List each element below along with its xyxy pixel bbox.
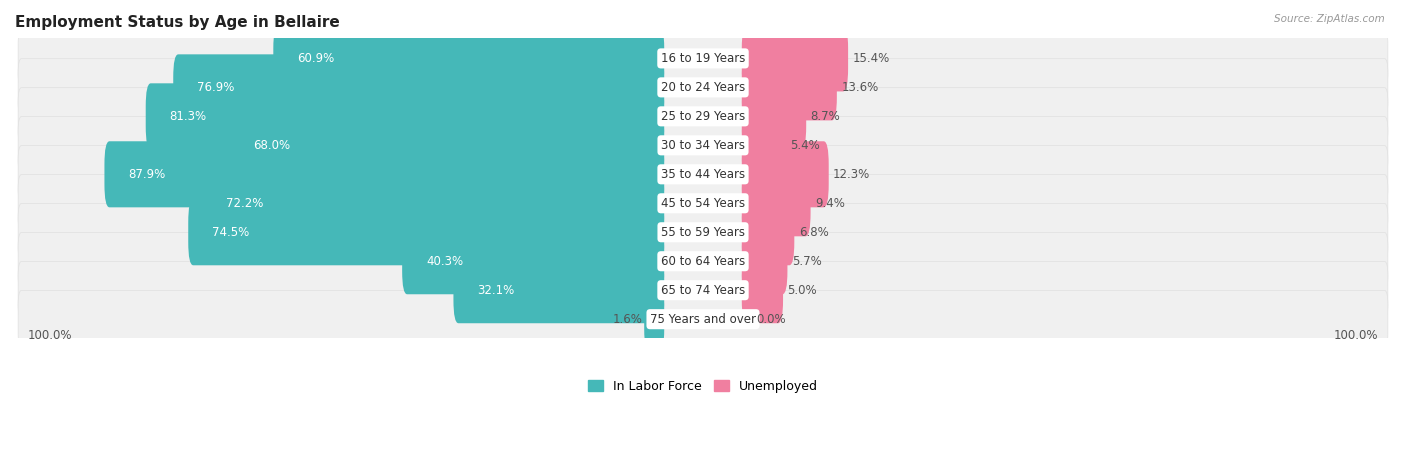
Text: 16 to 19 Years: 16 to 19 Years: [661, 52, 745, 65]
Text: 12.3%: 12.3%: [834, 168, 870, 181]
Text: 6.8%: 6.8%: [799, 226, 828, 239]
Text: 32.1%: 32.1%: [477, 284, 515, 297]
FancyBboxPatch shape: [202, 170, 664, 236]
Text: 81.3%: 81.3%: [170, 110, 207, 123]
FancyBboxPatch shape: [18, 175, 1388, 232]
Text: 8.7%: 8.7%: [811, 110, 841, 123]
Legend: In Labor Force, Unemployed: In Labor Force, Unemployed: [583, 375, 823, 398]
Text: 5.4%: 5.4%: [790, 139, 820, 152]
FancyBboxPatch shape: [742, 83, 806, 149]
Text: 55 to 59 Years: 55 to 59 Years: [661, 226, 745, 239]
Text: 5.0%: 5.0%: [787, 284, 817, 297]
FancyBboxPatch shape: [742, 257, 783, 323]
Text: Source: ZipAtlas.com: Source: ZipAtlas.com: [1274, 14, 1385, 23]
FancyBboxPatch shape: [454, 257, 664, 323]
FancyBboxPatch shape: [104, 141, 664, 207]
FancyBboxPatch shape: [742, 54, 837, 121]
FancyBboxPatch shape: [402, 228, 664, 294]
Text: 72.2%: 72.2%: [226, 197, 264, 210]
FancyBboxPatch shape: [188, 199, 664, 266]
Text: 60.9%: 60.9%: [297, 52, 335, 65]
Text: 74.5%: 74.5%: [212, 226, 249, 239]
Text: 5.7%: 5.7%: [792, 255, 821, 268]
FancyBboxPatch shape: [742, 141, 828, 207]
Text: 0.0%: 0.0%: [756, 313, 786, 326]
Text: 60 to 64 Years: 60 to 64 Years: [661, 255, 745, 268]
Text: 13.6%: 13.6%: [841, 81, 879, 94]
Text: Employment Status by Age in Bellaire: Employment Status by Age in Bellaire: [15, 15, 340, 30]
FancyBboxPatch shape: [18, 30, 1388, 87]
Text: 20 to 24 Years: 20 to 24 Years: [661, 81, 745, 94]
Text: 35 to 44 Years: 35 to 44 Years: [661, 168, 745, 181]
Text: 75 Years and over: 75 Years and over: [650, 313, 756, 326]
FancyBboxPatch shape: [173, 54, 664, 121]
Text: 87.9%: 87.9%: [128, 168, 166, 181]
FancyBboxPatch shape: [229, 112, 664, 178]
FancyBboxPatch shape: [18, 233, 1388, 290]
Text: 40.3%: 40.3%: [426, 255, 463, 268]
Text: 76.9%: 76.9%: [197, 81, 235, 94]
FancyBboxPatch shape: [18, 88, 1388, 145]
Text: 15.4%: 15.4%: [852, 52, 890, 65]
FancyBboxPatch shape: [644, 286, 664, 352]
FancyBboxPatch shape: [18, 261, 1388, 319]
Text: 30 to 34 Years: 30 to 34 Years: [661, 139, 745, 152]
FancyBboxPatch shape: [742, 25, 848, 91]
FancyBboxPatch shape: [742, 170, 811, 236]
FancyBboxPatch shape: [18, 58, 1388, 116]
FancyBboxPatch shape: [18, 203, 1388, 261]
FancyBboxPatch shape: [273, 25, 664, 91]
FancyBboxPatch shape: [742, 112, 786, 178]
FancyBboxPatch shape: [742, 228, 787, 294]
FancyBboxPatch shape: [146, 83, 664, 149]
FancyBboxPatch shape: [18, 117, 1388, 174]
Text: 25 to 29 Years: 25 to 29 Years: [661, 110, 745, 123]
Text: 45 to 54 Years: 45 to 54 Years: [661, 197, 745, 210]
FancyBboxPatch shape: [18, 291, 1388, 348]
Text: 65 to 74 Years: 65 to 74 Years: [661, 284, 745, 297]
Text: 68.0%: 68.0%: [253, 139, 290, 152]
Text: 1.6%: 1.6%: [613, 313, 643, 326]
Text: 100.0%: 100.0%: [1334, 329, 1378, 342]
FancyBboxPatch shape: [18, 146, 1388, 203]
FancyBboxPatch shape: [742, 199, 794, 266]
Text: 9.4%: 9.4%: [815, 197, 845, 210]
Text: 100.0%: 100.0%: [28, 329, 72, 342]
